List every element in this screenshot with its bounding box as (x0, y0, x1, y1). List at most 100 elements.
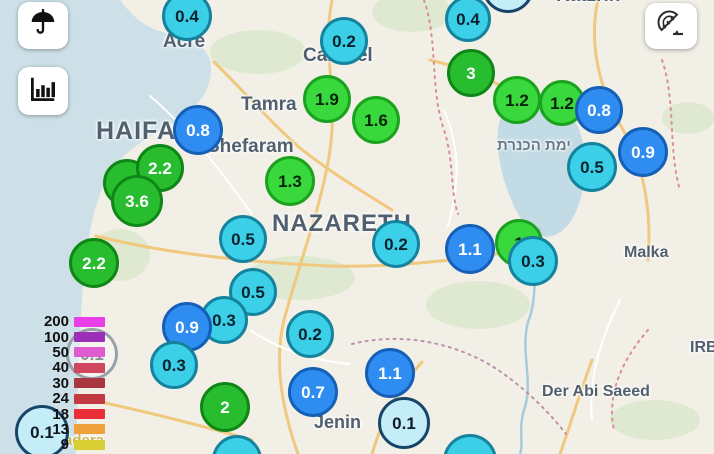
measure-button[interactable] (645, 3, 697, 49)
legend-value: 30 (52, 374, 69, 392)
rain-marker[interactable]: 0.2 (372, 220, 420, 268)
legend-row: 40 (8, 360, 105, 375)
legend-color-swatch (74, 439, 105, 450)
rain-value: 0.3 (162, 355, 186, 375)
legend-row: 18 (8, 405, 105, 423)
rain-value: 1.2 (550, 93, 574, 113)
rain-value: 1.2 (505, 90, 529, 110)
rain-value: 3 (466, 63, 476, 83)
legend-row: 13 (8, 422, 105, 437)
rain-marker[interactable]: 0.5 (219, 215, 267, 263)
map-label-tamra: Tamra (241, 94, 297, 115)
rain-marker[interactable]: 0.2 (286, 310, 334, 358)
rain-marker[interactable]: 0.5 (567, 142, 617, 192)
rain-value: 0.5 (241, 282, 265, 302)
umbrella-icon (28, 8, 58, 43)
rain-marker[interactable]: 0.8 (575, 86, 623, 134)
map-label-katzrin: Katzrin (556, 0, 620, 5)
rain-marker[interactable]: 1.1 (365, 348, 415, 398)
rain-marker[interactable]: 1.3 (265, 156, 315, 206)
rain-value: 1.1 (378, 363, 402, 383)
legend-color-swatch (74, 332, 105, 343)
rain-marker[interactable]: 0.7 (288, 367, 338, 417)
rain-marker[interactable]: 1.2 (493, 76, 541, 124)
protractor-icon (655, 8, 687, 45)
umbrella-mode-button[interactable] (18, 2, 68, 49)
rain-value: 0.3 (521, 251, 545, 271)
rain-marker[interactable]: 3.6 (111, 175, 163, 227)
rain-value: 0.9 (631, 142, 655, 162)
rain-marker[interactable]: 3 (447, 49, 495, 97)
legend-row: 24 (8, 391, 105, 406)
rain-marker[interactable]: 0.1 (15, 405, 69, 454)
legend-value: 24 (52, 390, 69, 408)
rain-value: 0.1 (392, 413, 416, 433)
map-label-der-abi-saeed: Der Abi Saeed (542, 383, 650, 400)
legend-value: 13 (52, 420, 69, 438)
legend-color-swatch (74, 424, 105, 435)
rain-marker[interactable]: 1.1 (445, 224, 495, 274)
rain-value: 0.3 (212, 310, 236, 330)
rain-value: 0.8 (186, 120, 210, 140)
legend-row: 30 (8, 376, 105, 391)
rain-value: 2.2 (82, 253, 106, 273)
map-boundaries (351, 0, 681, 435)
map-label-malka: Malka (624, 244, 669, 261)
rain-value: 0.9 (175, 317, 199, 337)
rain-marker[interactable]: 0.8 (173, 105, 223, 155)
rain-value: 0.2 (384, 234, 408, 254)
legend-color-swatch (74, 393, 105, 404)
rain-scale-legend: 200 100 50 40 30 24 18 13 9 (8, 314, 105, 453)
legend-value: 9 (60, 436, 69, 454)
legend-color-swatch (74, 362, 105, 373)
map-label-shefaram: Shefaram (207, 136, 294, 157)
map-label-jenin: Jenin (314, 412, 362, 432)
legend-color-swatch (74, 378, 105, 389)
legend-row: 50 (8, 345, 105, 360)
rain-marker[interactable]: 1.6 (352, 96, 400, 144)
legend-row: 100 (8, 328, 105, 346)
legend-value: 18 (52, 405, 69, 423)
rain-value: 0.7 (301, 382, 325, 402)
legend-color-swatch (74, 316, 105, 327)
rain-marker[interactable]: 0.9 (618, 127, 668, 177)
map-label-haifa: HAIFA (96, 117, 176, 145)
legend-value: 40 (52, 359, 69, 377)
legend-row: 9 (8, 437, 105, 452)
rain-marker[interactable]: 2.2 (136, 144, 184, 192)
rain-value: 1.9 (315, 89, 339, 109)
rain-value: 1.6 (364, 110, 388, 130)
legend-color-swatch (74, 347, 105, 358)
rain-value: 0.4 (175, 6, 199, 26)
rain-marker[interactable]: 2 (200, 382, 250, 432)
rain-value: 0.2 (298, 324, 322, 344)
rain-value: 0.2 (332, 31, 356, 51)
rain-value: 2.2 (148, 158, 172, 178)
legend-row: 200 (8, 314, 105, 329)
rain-marker[interactable]: 2.2 (69, 238, 119, 288)
bar-chart-icon (28, 74, 58, 109)
chart-mode-button[interactable] (18, 67, 68, 115)
rain-value: 0.1 (30, 422, 54, 442)
rain-marker[interactable]: 0.4 (445, 0, 491, 42)
rain-marker[interactable]: 1.9 (303, 75, 351, 123)
map-lake-kinneret (497, 104, 586, 237)
rain-value: 0.5 (231, 229, 255, 249)
rain-value: 0.4 (456, 9, 480, 29)
legend-color-swatch (74, 409, 105, 420)
rain-marker[interactable]: 0.1 (378, 397, 430, 449)
rain-marker[interactable]: 0.4 (162, 0, 212, 41)
rain-value: 3.6 (125, 191, 149, 211)
rain-marker[interactable]: 0.3 (150, 341, 198, 389)
rain-value: 1.1 (458, 239, 482, 259)
rain-value: 0.5 (580, 157, 604, 177)
rain-value: 0.8 (587, 100, 611, 120)
rain-marker[interactable]: 0.2 (320, 17, 368, 65)
legend-value: 100 (43, 328, 69, 346)
rain-value: 2 (220, 397, 230, 417)
rain-marker[interactable]: 0.3 (508, 236, 558, 286)
rain-value: 1.3 (278, 171, 302, 191)
map-label-irbid: IRB (690, 339, 714, 356)
map-label-kinneret: ימת הכנרת (497, 137, 571, 154)
